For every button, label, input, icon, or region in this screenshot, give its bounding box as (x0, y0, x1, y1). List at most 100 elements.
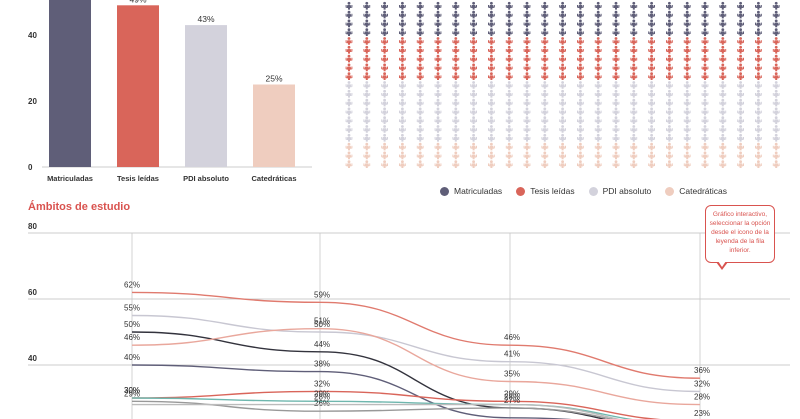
person-icon (612, 81, 620, 89)
person-icon (452, 19, 460, 28)
person-icon (345, 28, 353, 36)
person-icon (666, 160, 673, 168)
person-icon (577, 133, 584, 142)
person-icon (505, 81, 513, 89)
person-icon (683, 28, 691, 36)
person-icon (594, 81, 602, 89)
person-icon (559, 89, 566, 98)
person-icon (452, 142, 460, 151)
person-icon (416, 45, 424, 54)
person-icon (381, 98, 388, 107)
person-icon (381, 81, 388, 89)
person-icon (683, 125, 691, 133)
person-icon (612, 142, 620, 151)
person-icon (612, 98, 620, 107)
person-icon (755, 72, 762, 80)
person-icon (452, 72, 460, 80)
legend-item-matriculadas[interactable]: Matriculadas (440, 186, 502, 196)
person-icon (755, 63, 762, 72)
person-icon (648, 72, 655, 80)
info-tooltip: Gráfico interactivo, seleccionar la opci… (705, 205, 775, 263)
person-icon (345, 89, 353, 98)
person-icon (488, 45, 495, 54)
person-icon (666, 1, 673, 10)
person-icon (452, 54, 460, 63)
person-icon (434, 125, 442, 133)
person-icon (399, 133, 406, 142)
person-icon (523, 72, 531, 80)
person-icon (470, 81, 477, 89)
person-icon (452, 45, 460, 54)
person-icon (523, 160, 531, 168)
person-icon (541, 133, 549, 142)
person-icon (399, 54, 406, 63)
person-icon (772, 10, 780, 19)
person-icon (559, 10, 566, 19)
person-icon (648, 1, 655, 10)
person-icon (737, 19, 744, 28)
person-icon (505, 72, 513, 80)
person-icon (648, 98, 655, 107)
person-icon (772, 151, 780, 160)
person-icon (434, 89, 442, 98)
person-icon (737, 28, 744, 36)
person-icon (701, 54, 709, 63)
person-icon (488, 37, 495, 45)
person-icon (452, 28, 460, 36)
person-icon (345, 63, 353, 72)
person-icon (488, 133, 495, 142)
person-icon (719, 54, 727, 63)
person-icon (612, 45, 620, 54)
point-label: 28% (504, 393, 520, 402)
person-icon (612, 37, 620, 45)
person-icon (381, 63, 388, 72)
person-icon (594, 19, 602, 28)
person-icon (683, 133, 691, 142)
person-icon (399, 28, 406, 36)
person-icon (452, 81, 460, 89)
bar-category-label: Catedráticas (251, 174, 296, 183)
person-icon (594, 72, 602, 80)
person-icon (666, 98, 673, 107)
person-icon (363, 1, 371, 10)
person-icon (399, 37, 406, 45)
person-icon (719, 28, 727, 36)
person-icon (612, 10, 620, 19)
person-icon (701, 133, 709, 142)
bar-value-label: 49% (129, 0, 146, 4)
person-icon (381, 19, 388, 28)
person-icon (434, 160, 442, 168)
person-icon (523, 98, 531, 107)
person-icon (505, 45, 513, 54)
person-icon (434, 107, 442, 116)
person-icon (577, 63, 584, 72)
legend-item-tesis[interactable]: Tesis leídas (516, 186, 575, 196)
person-icon (701, 160, 709, 168)
person-icon (488, 72, 495, 80)
y-tick-label: 0 (28, 163, 33, 172)
person-icon (683, 160, 691, 168)
person-icon (470, 98, 477, 107)
legend-item-pdi[interactable]: PDI absoluto (588, 186, 651, 196)
person-icon (416, 19, 424, 28)
point-label: 50% (314, 320, 330, 329)
person-icon (594, 28, 602, 36)
person-icon (434, 81, 442, 89)
person-icon (772, 37, 780, 45)
person-icon (345, 125, 353, 133)
person-icon (345, 45, 353, 54)
person-icon (577, 1, 584, 10)
person-icon (559, 63, 566, 72)
person-icon (505, 107, 513, 116)
person-icon (505, 160, 513, 168)
person-icon (452, 10, 460, 19)
person-icon (541, 116, 549, 124)
person-icon (399, 45, 406, 54)
person-icon (381, 72, 388, 80)
person-icon (470, 107, 477, 116)
point-label: 29% (124, 389, 140, 398)
person-icon (737, 45, 744, 54)
legend-item-catedraticas[interactable]: Catedráticas (665, 186, 727, 196)
person-icon (630, 116, 638, 124)
series-line (131, 397, 633, 419)
